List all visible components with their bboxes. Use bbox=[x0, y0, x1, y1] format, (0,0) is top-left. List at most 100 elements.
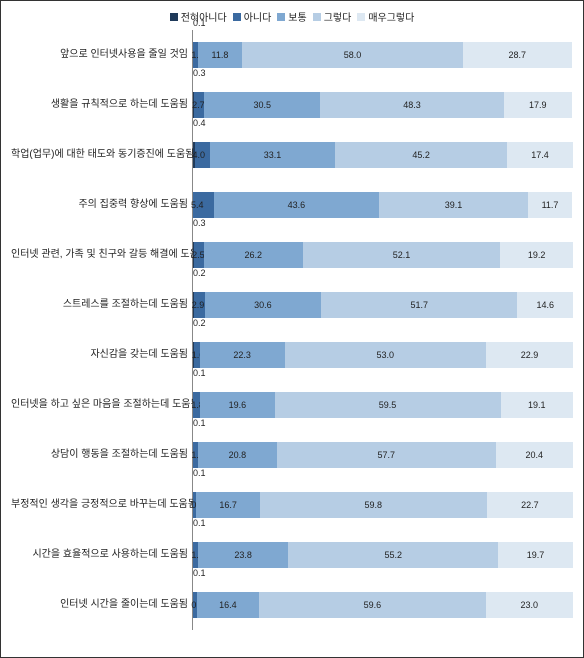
bar-value-above: 0.1 bbox=[193, 368, 206, 378]
bar-segment: 16.4 bbox=[197, 592, 259, 618]
bar-row: 0.21.622.353.022.9 bbox=[193, 330, 573, 380]
bar-row: 0.32.526.252.119.2 bbox=[193, 230, 573, 280]
bar-track: 0.916.459.623.0 bbox=[193, 592, 573, 618]
y-axis: 앞으로 인터넷사용을 줄일 것임생활을 규칙적으로 하는데 도움됨학업(업무)에… bbox=[11, 30, 193, 630]
bar-value-above: 0.1 bbox=[193, 18, 206, 28]
bar-segment: 26.2 bbox=[204, 242, 303, 268]
legend-item: 매우그렇다 bbox=[357, 9, 414, 24]
bar-segment: 45.2 bbox=[335, 142, 507, 168]
bar-row: 0.11.220.857.720.4 bbox=[193, 430, 573, 480]
bar-value-above: 0.4 bbox=[193, 118, 206, 128]
bar-segment: 20.8 bbox=[198, 442, 277, 468]
bar-value-above: 0.3 bbox=[193, 68, 206, 78]
bar-track: 5.4 43.639.111.7 bbox=[193, 192, 573, 218]
bar-segment: 59.8 bbox=[260, 492, 487, 518]
category-label: 인터넷 시간을 줄이는데 도움됨 bbox=[11, 599, 192, 611]
legend-label: 아니다 bbox=[244, 9, 272, 24]
bar-segment: 2.7 bbox=[194, 92, 204, 118]
bar-segment: 59.5 bbox=[275, 392, 501, 418]
bar-segment: 53.0 bbox=[285, 342, 486, 368]
bar-segment: 51.7 bbox=[321, 292, 517, 318]
bar-segment: 33.1 bbox=[210, 142, 336, 168]
legend-item: 그렇다 bbox=[313, 9, 352, 24]
bar-track: 1.819.659.519.1 bbox=[193, 392, 573, 418]
bar-row: 0.11.819.659.519.1 bbox=[193, 380, 573, 430]
category-label: 스트레스를 조절하는데 도움됨 bbox=[11, 299, 192, 311]
bar-track: 2.930.651.714.6 bbox=[193, 292, 573, 318]
bar-segment: 2.5 bbox=[194, 242, 203, 268]
bar-segment: 48.3 bbox=[320, 92, 504, 118]
bar-track: 4.0 33.145.217.4 bbox=[193, 142, 573, 168]
bar-segment: 23.0 bbox=[486, 592, 573, 618]
category-label: 학업(업무)에 대한 태도와 동기증진에 도움됨 bbox=[11, 149, 192, 161]
bar-segment: 4.0 bbox=[195, 142, 210, 168]
category-label: 생활을 규칙적으로 하는데 도움됨 bbox=[11, 99, 192, 111]
bar-value: 2.9 bbox=[192, 300, 205, 310]
legend-item: 아니다 bbox=[233, 9, 272, 24]
bar-row: 0.22.930.651.714.6 bbox=[193, 280, 573, 330]
bar-segment: 5.4 bbox=[193, 192, 214, 218]
legend-swatch bbox=[233, 13, 241, 21]
bar-segment: 20.4 bbox=[496, 442, 573, 468]
bar-segment: 19.1 bbox=[501, 392, 574, 418]
bars-area: 0.11.111.858.028.70.32.730.548.317.90.44… bbox=[193, 30, 573, 630]
bar-track: 1.220.857.720.4 bbox=[193, 442, 573, 468]
bar-value-above: 0.1 bbox=[193, 468, 206, 478]
legend: 전혀아니다아니다보통그렇다매우그렇다 bbox=[11, 9, 573, 24]
category-label: 부정적인 생각을 긍정적으로 바꾸는데 도움됨 bbox=[11, 499, 192, 511]
bar-row: 0.44.033.145.217.4 bbox=[193, 130, 573, 180]
legend-swatch bbox=[313, 13, 321, 21]
bar-track: 2.730.548.317.9 bbox=[193, 92, 573, 118]
chart-frame: 전혀아니다아니다보통그렇다매우그렇다 앞으로 인터넷사용을 줄일 것임생활을 규… bbox=[0, 0, 584, 658]
bar-segment: 23.8 bbox=[198, 542, 288, 568]
legend-label: 그렇다 bbox=[324, 9, 352, 24]
bar-value-above: 0.2 bbox=[193, 268, 206, 278]
bar-segment: 58.0 bbox=[242, 42, 462, 68]
bar-segment: 43.6 bbox=[214, 192, 380, 218]
bar-segment: 22.9 bbox=[486, 342, 573, 368]
bar-segment: 59.6 bbox=[259, 592, 485, 618]
category-label: 주의 집중력 향상에 도움됨 bbox=[11, 199, 192, 211]
bar-value-above: 0.3 bbox=[193, 218, 206, 228]
bar-segment: 11.8 bbox=[198, 42, 243, 68]
category-label: 인터넷 관련, 가족 및 친구와 갈등 해결에 도움됨 bbox=[11, 249, 192, 261]
bar-segment: 2.9 bbox=[194, 292, 205, 318]
bar-segment: 52.1 bbox=[303, 242, 500, 268]
bar-row: 0.10.916.459.623.0 bbox=[193, 580, 573, 630]
bar-segment: 57.7 bbox=[277, 442, 496, 468]
bar-segment: 1.8 bbox=[193, 392, 200, 418]
bar-track: 1.622.353.022.9 bbox=[193, 342, 573, 368]
bar-value-above: 0.1 bbox=[193, 418, 206, 428]
bar-value-above: 0.2 bbox=[193, 318, 206, 328]
bar-segment: 19.7 bbox=[498, 542, 573, 568]
bar-segment: 55.2 bbox=[288, 542, 498, 568]
bar-row: 0.11.111.858.028.7 bbox=[193, 30, 573, 80]
bar-segment: 17.4 bbox=[507, 142, 573, 168]
category-label: 상담이 행동을 조절하는데 도움됨 bbox=[11, 449, 192, 461]
bar-track: 2.526.252.119.2 bbox=[193, 242, 573, 268]
bar-segment: 39.1 bbox=[379, 192, 528, 218]
bar-segment: 28.7 bbox=[463, 42, 572, 68]
bar-value-above: 0.1 bbox=[193, 568, 206, 578]
bar-segment: 30.6 bbox=[205, 292, 321, 318]
category-label: 앞으로 인터넷사용을 줄일 것임 bbox=[11, 49, 192, 61]
bar-value: 5.4 bbox=[191, 200, 204, 210]
bar-segment: 19.6 bbox=[200, 392, 274, 418]
bar-segment: 11.7 bbox=[528, 192, 572, 218]
legend-swatch bbox=[170, 13, 178, 21]
category-label: 시간을 효율적으로 사용하는데 도움됨 bbox=[11, 549, 192, 561]
legend-item: 보통 bbox=[277, 9, 306, 24]
bar-row: 5.4 43.639.111.7 bbox=[193, 180, 573, 230]
legend-label: 보통 bbox=[288, 9, 306, 24]
bar-track: 1.111.858.028.7 bbox=[193, 42, 573, 68]
category-label: 인터넷을 하고 싶은 마음을 조절하는데 도움됨 bbox=[11, 399, 192, 411]
plot-area: 앞으로 인터넷사용을 줄일 것임생활을 규칙적으로 하는데 도움됨학업(업무)에… bbox=[11, 30, 573, 630]
legend-swatch bbox=[277, 13, 285, 21]
bar-segment: 30.5 bbox=[204, 92, 320, 118]
legend-label: 매우그렇다 bbox=[368, 9, 414, 24]
legend-swatch bbox=[357, 13, 365, 21]
bar-row: 0.11.223.855.219.7 bbox=[193, 530, 573, 580]
bar-segment: 17.9 bbox=[504, 92, 572, 118]
bar-value: 4.0 bbox=[193, 150, 206, 160]
bar-segment: 14.6 bbox=[517, 292, 572, 318]
